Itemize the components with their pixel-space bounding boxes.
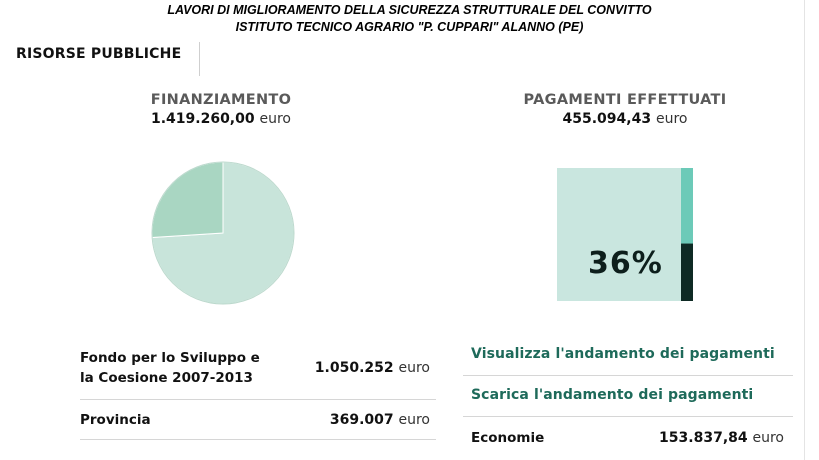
funding-amount-unit: euro	[259, 111, 292, 127]
row-divider	[80, 439, 436, 440]
economies-value-number: 153.837,84	[659, 430, 748, 446]
payments-amount: 455.094,43 euro	[500, 111, 750, 127]
title-line-2: ISTITUTO TECNICO AGRARIO "P. CUPPARI" AL…	[235, 20, 584, 34]
funding-header: FINANZIAMENTO 1.419.260,00 euro	[120, 92, 322, 127]
funding-sources-table: Fondo per lo Sviluppo e la Coesione 2007…	[80, 340, 436, 440]
table-row: Provincia 369.007 euro	[80, 406, 430, 434]
table-row: Fondo per lo Sviluppo e la Coesione 2007…	[80, 340, 430, 396]
payments-header: PAGAMENTI EFFETTUATI 455.094,43 euro	[500, 92, 750, 127]
link-divider	[463, 416, 793, 417]
economies-label: Economie	[471, 430, 545, 446]
progress-panel	[557, 168, 681, 301]
title-line-1: LAVORI DI MIGLIORAMENTO DELLA SICUREZZA …	[167, 3, 652, 17]
payments-progress-square	[557, 168, 693, 301]
source-value-number: 1.050.252	[314, 360, 394, 376]
view-payments-trend-link[interactable]: Visualizza l'andamento dei pagamenti	[471, 346, 775, 362]
economies-row: Economie 153.837,84 euro	[471, 426, 784, 450]
source-value-number: 369.007	[329, 412, 394, 428]
funding-amount: 1.419.260,00 euro	[120, 111, 322, 127]
funding-pie-chart	[151, 161, 295, 305]
row-divider	[80, 399, 436, 400]
progress-bar-fill	[681, 243, 693, 301]
link-divider	[463, 375, 793, 376]
source-value: 1.050.252 euro	[315, 360, 430, 376]
source-label: Provincia	[80, 412, 151, 428]
section-label: RISORSE PUBBLICHE	[16, 46, 182, 62]
download-payments-trend-link[interactable]: Scarica l'andamento dei pagamenti	[471, 387, 754, 403]
section-divider	[199, 42, 200, 76]
page-title: LAVORI DI MIGLIORAMENTO DELLA SICUREZZA …	[0, 2, 819, 36]
payments-percent-label: 36%	[588, 246, 663, 281]
economies-value: 153.837,84 euro	[659, 430, 784, 446]
pie-outline	[151, 161, 295, 305]
right-border	[804, 0, 805, 460]
payments-amount-unit: euro	[655, 111, 688, 127]
payments-amount-value: 455.094,43	[562, 111, 652, 127]
source-value: 369.007 euro	[330, 412, 430, 428]
source-label-line: Fondo per lo Sviluppo e	[80, 350, 260, 366]
source-label-line: la Coesione 2007-2013	[80, 370, 253, 386]
pie-slice	[151, 161, 224, 238]
source-value-unit: euro	[398, 360, 431, 376]
source-label: Fondo per lo Sviluppo e la Coesione 2007…	[80, 348, 260, 388]
progress-bar-remaining	[681, 168, 693, 244]
funding-title: FINANZIAMENTO	[150, 92, 292, 108]
funding-amount-value: 1.419.260,00	[150, 111, 255, 127]
payments-title: PAGAMENTI EFFETTUATI	[523, 92, 727, 108]
economies-value-unit: euro	[752, 430, 785, 446]
source-value-unit: euro	[398, 412, 431, 428]
